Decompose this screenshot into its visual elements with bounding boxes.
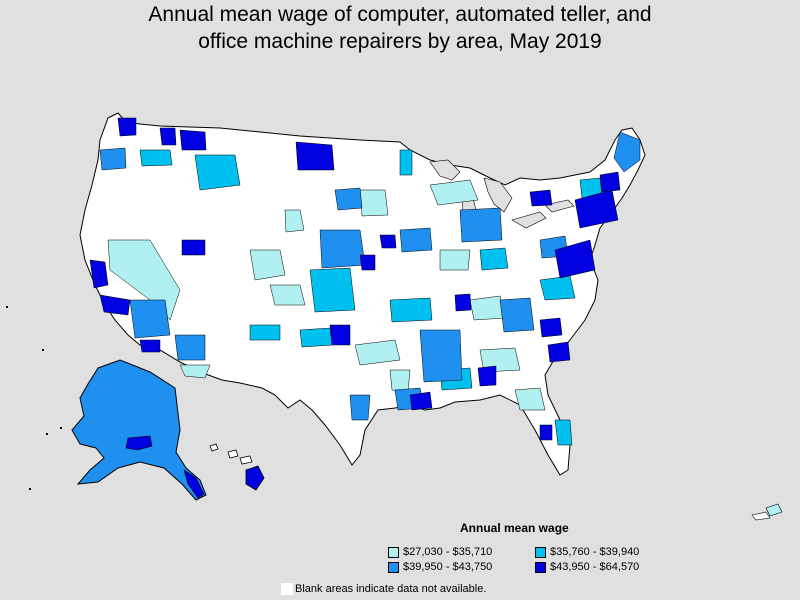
hawaii xyxy=(209,443,265,491)
legend-swatch-tier3 xyxy=(388,561,399,573)
legend-swatch-tier2 xyxy=(535,546,546,558)
legend-item-tier3: $39,950 - $43,750 xyxy=(388,561,492,573)
legend-item-tier1: $27,030 - $35,710 xyxy=(388,546,492,558)
legend-label-tier3: $39,950 - $43,750 xyxy=(403,561,493,573)
legend-item-tier4: $43,950 - $64,570 xyxy=(535,561,639,573)
legend-swatch-tier1 xyxy=(388,546,399,558)
legend-label-tier1: $27,030 - $35,710 xyxy=(403,546,493,558)
small-islands xyxy=(6,306,62,490)
legend-title: Annual mean wage xyxy=(460,521,569,535)
legend-swatch-tier4 xyxy=(535,561,546,573)
wage-areas-tier3 xyxy=(99,131,641,421)
no-data-text: Blank areas indicate data not available. xyxy=(295,583,487,595)
title-line-1: Annual mean wage of computer, automated … xyxy=(148,3,652,26)
title-line-2: office machine repairers by area, May 20… xyxy=(198,30,602,53)
map-title: Annual mean wage of computer, automated … xyxy=(0,1,800,55)
no-data-swatch xyxy=(281,583,293,595)
legend-item-tier2: $35,760 - $39,940 xyxy=(535,546,639,558)
legend-label-tier4: $43,950 - $64,570 xyxy=(550,561,640,573)
alaska-high-wage-area xyxy=(125,435,153,451)
no-data-note: Blank areas indicate data not available. xyxy=(281,583,486,595)
wage-areas-tier1 xyxy=(107,179,546,411)
wage-areas-tier4 xyxy=(89,117,621,441)
puerto-rico xyxy=(751,503,783,521)
legend-label-tier2: $35,760 - $39,940 xyxy=(550,546,640,558)
alaska xyxy=(71,359,207,501)
alaska-southeast-area xyxy=(183,469,205,499)
